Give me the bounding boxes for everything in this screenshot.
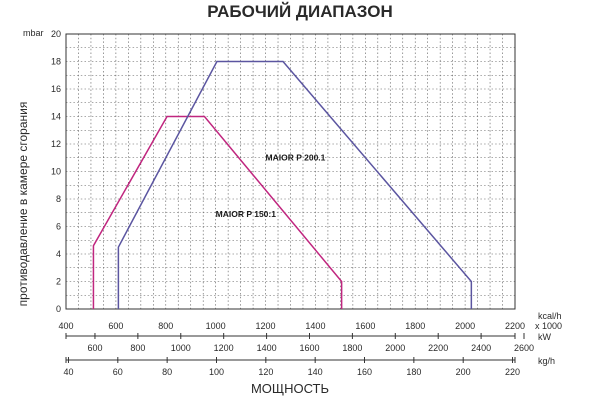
y-tick-label: 14 [51,112,61,122]
series-line-2 [117,60,473,309]
secondary-tick-label: 800 [130,343,145,353]
x-tick-label-kcal: 1800 [405,321,425,331]
secondary-tick-label: 1600 [299,343,319,353]
secondary-tick-label: 1200 [214,343,234,353]
secondary-tick-label: 600 [87,343,102,353]
secondary-tick-label: 200 [456,367,471,377]
secondary-tick-label: 80 [162,367,172,377]
grid [66,34,515,309]
secondary-tick-label: 1800 [342,343,362,353]
secondary-axis-unit: kW [538,332,552,342]
x-axis-label: МОЩНОСТЬ [251,381,329,396]
y-tick-label: 16 [51,84,61,94]
x-tick-label-kcal: 2000 [455,321,475,331]
tick-labels: 0 2 4 6 8 10 12 14 16 18 20 400 600 800 1000 1200 1400 16… [51,29,562,377]
y-tick-label: 4 [56,249,61,259]
x-tick-label-kcal: 800 [158,321,173,331]
y-axis-unit: mbar [23,28,44,38]
series-line-1 [92,115,343,309]
y-tick-label: 0 [56,304,61,314]
x-axis-unit-kcal: kcal/h [538,311,562,321]
x-tick-label-kcal: 2200 [505,321,525,331]
y-tick-label: 2 [56,277,61,287]
secondary-tick-label: 2600 [514,343,534,353]
plot-frame [65,33,516,310]
x-axis-unit-multiplier: x 1000 [535,321,562,331]
axes [65,33,525,363]
secondary-axis-unit: kg/h [538,356,555,366]
series-layer: MAIOR P 150:1 MAIOR P 200.1 [92,60,473,309]
secondary-tick-label: 120 [258,367,273,377]
y-tick-label: 12 [51,139,61,149]
secondary-tick-label: 2200 [428,343,448,353]
secondary-tick-label: 140 [308,367,323,377]
y-tick-label: 20 [51,29,61,39]
y-tick-label: 10 [51,167,61,177]
secondary-tick-label: 100 [209,367,224,377]
secondary-tick-label: 2000 [385,343,405,353]
y-tick-label: 18 [51,57,61,67]
series-label-1: MAIOR P 150:1 [216,209,277,219]
x-tick-label-kcal: 1200 [256,321,276,331]
series-label-2: MAIOR P 200.1 [266,153,326,163]
x-tick-label-kcal: 1600 [355,321,375,331]
secondary-tick-label: 2400 [471,343,491,353]
secondary-tick-label: 220 [505,367,520,377]
secondary-tick-label: 60 [113,367,123,377]
y-tick-label: 6 [56,222,61,232]
x-tick-label-kcal: 1400 [305,321,325,331]
x-tick-label-kcal: 600 [108,321,123,331]
y-tick-label: 8 [56,194,61,204]
x-tick-label-kcal: 1000 [206,321,226,331]
chart-title: РАБОЧИЙ ДИАПАЗОН [207,2,392,21]
x-tick-label-kcal: 400 [58,321,73,331]
secondary-tick-label: 160 [357,367,372,377]
y-axis-label: противодавление в камере сгорания [16,102,30,307]
secondary-tick-label: 1400 [257,343,277,353]
secondary-tick-label: 40 [63,367,73,377]
secondary-tick-label: 180 [406,367,421,377]
secondary-tick-label: 1000 [171,343,191,353]
